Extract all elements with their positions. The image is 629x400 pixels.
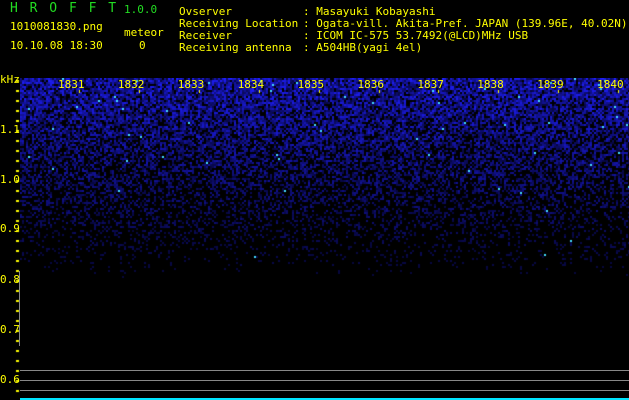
time-tick-label: 1836 [357, 78, 385, 91]
info-antenna-value: : A504HB(yagi 4el) [303, 41, 423, 54]
time-tick-label: 1838 [477, 78, 504, 91]
time-tick-label: 1835 [297, 78, 325, 91]
date-time: 10.10.08 18:30 [10, 39, 103, 52]
info-receiver-label: Receiver [179, 29, 232, 42]
time-tick-label: 1831 [58, 78, 85, 91]
reference-line [20, 390, 629, 391]
time-tick-label: 1839 [537, 78, 564, 91]
file-name: 1010081830.png [10, 20, 103, 33]
bottom-bar [20, 398, 629, 400]
info-receiver-value: : ICOM IC-575 53.7492(@LCD)MHz USB [303, 29, 529, 42]
reference-line [20, 380, 629, 381]
time-tick-label: 1840 [597, 78, 624, 91]
marker-line [19, 271, 20, 346]
y-tick-label: 0.8 [0, 273, 20, 286]
y-tick-label: 0.6 [0, 373, 20, 386]
app-version: 1.0.0 [124, 3, 158, 16]
spectrogram [20, 78, 629, 400]
info-location-value: : Ogata-vill. Akita-Pref. JAPAN (139.96E… [303, 17, 628, 30]
unit-label: kHz [0, 73, 20, 86]
reference-line [20, 370, 629, 371]
time-tick-label: 1832 [117, 78, 145, 91]
app-title: H R O F F T [10, 1, 119, 16]
y-tick-label: 1.1 [0, 123, 20, 136]
meteor-label: meteor [124, 26, 164, 39]
y-tick-label: 0.9 [0, 222, 20, 235]
info-observer-value: : Masayuki Kobayashi [303, 5, 436, 18]
time-tick-label: 1833 [177, 78, 205, 91]
info-location-label: Receiving Location [179, 17, 299, 30]
time-tick-label: 1837 [417, 78, 444, 91]
info-antenna-label: Receiving antenna [179, 41, 292, 54]
time-tick-label: 1834 [237, 78, 265, 91]
y-tick-label: 0.7 [0, 323, 20, 336]
info-observer-label: Ovserver [179, 5, 232, 18]
meteor-count: 0 [139, 39, 146, 52]
y-tick-label: 1.0 [0, 173, 20, 186]
y-axis-ticks [0, 78, 20, 400]
